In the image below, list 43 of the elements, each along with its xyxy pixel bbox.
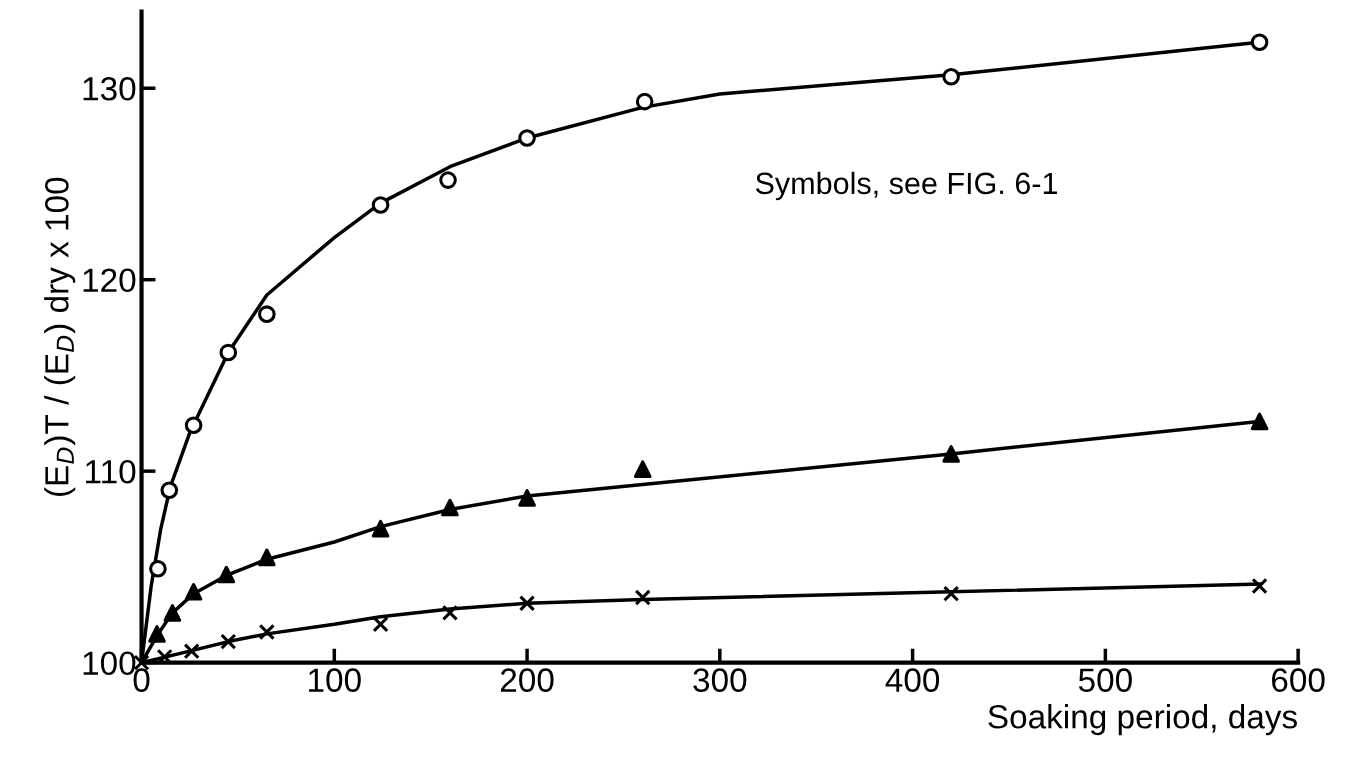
- point: [148, 625, 166, 643]
- point: [441, 604, 459, 621]
- y-tick-label: 110: [86, 459, 136, 484]
- y-tick-label: 120: [83, 268, 136, 293]
- point: [149, 559, 167, 578]
- x-tick-label: 400: [885, 668, 940, 692]
- point: [258, 548, 276, 567]
- x-tick-label: 200: [500, 668, 554, 692]
- point: [633, 460, 652, 479]
- point: [1250, 33, 1269, 52]
- point: [184, 416, 203, 435]
- point: [1251, 577, 1268, 595]
- point: [942, 67, 960, 86]
- point: [439, 171, 457, 189]
- y-axis-title: (E$_{D}$)T / (E$_{D}$) dry x 100: [44, 177, 76, 497]
- point: [943, 585, 960, 602]
- point: [258, 305, 276, 323]
- y-tick-label: 130: [83, 77, 136, 101]
- point: [163, 604, 182, 622]
- point: [160, 481, 179, 500]
- point: [518, 595, 536, 612]
- point: [441, 498, 459, 517]
- point: [217, 565, 236, 584]
- point: [220, 633, 237, 650]
- point: [518, 129, 536, 147]
- point: [184, 582, 203, 601]
- x-tick-label: 600: [1272, 668, 1325, 692]
- point: [1250, 412, 1269, 431]
- x-tick-label: 500: [1078, 668, 1132, 692]
- point: [219, 343, 238, 362]
- point: [371, 519, 390, 538]
- point: [372, 616, 389, 633]
- point: [635, 92, 654, 111]
- point: [634, 589, 651, 606]
- annotation: Symbols, see FIG. 6-1: [755, 171, 1057, 201]
- x-axis-title: Soaking period, days: [988, 704, 1297, 736]
- point: [942, 445, 960, 463]
- x-tick-label: 300: [693, 668, 747, 692]
- point: [371, 196, 390, 214]
- point: [518, 489, 536, 507]
- point: [258, 623, 275, 641]
- x-tick-label: 100: [309, 668, 361, 692]
- point: [183, 643, 200, 660]
